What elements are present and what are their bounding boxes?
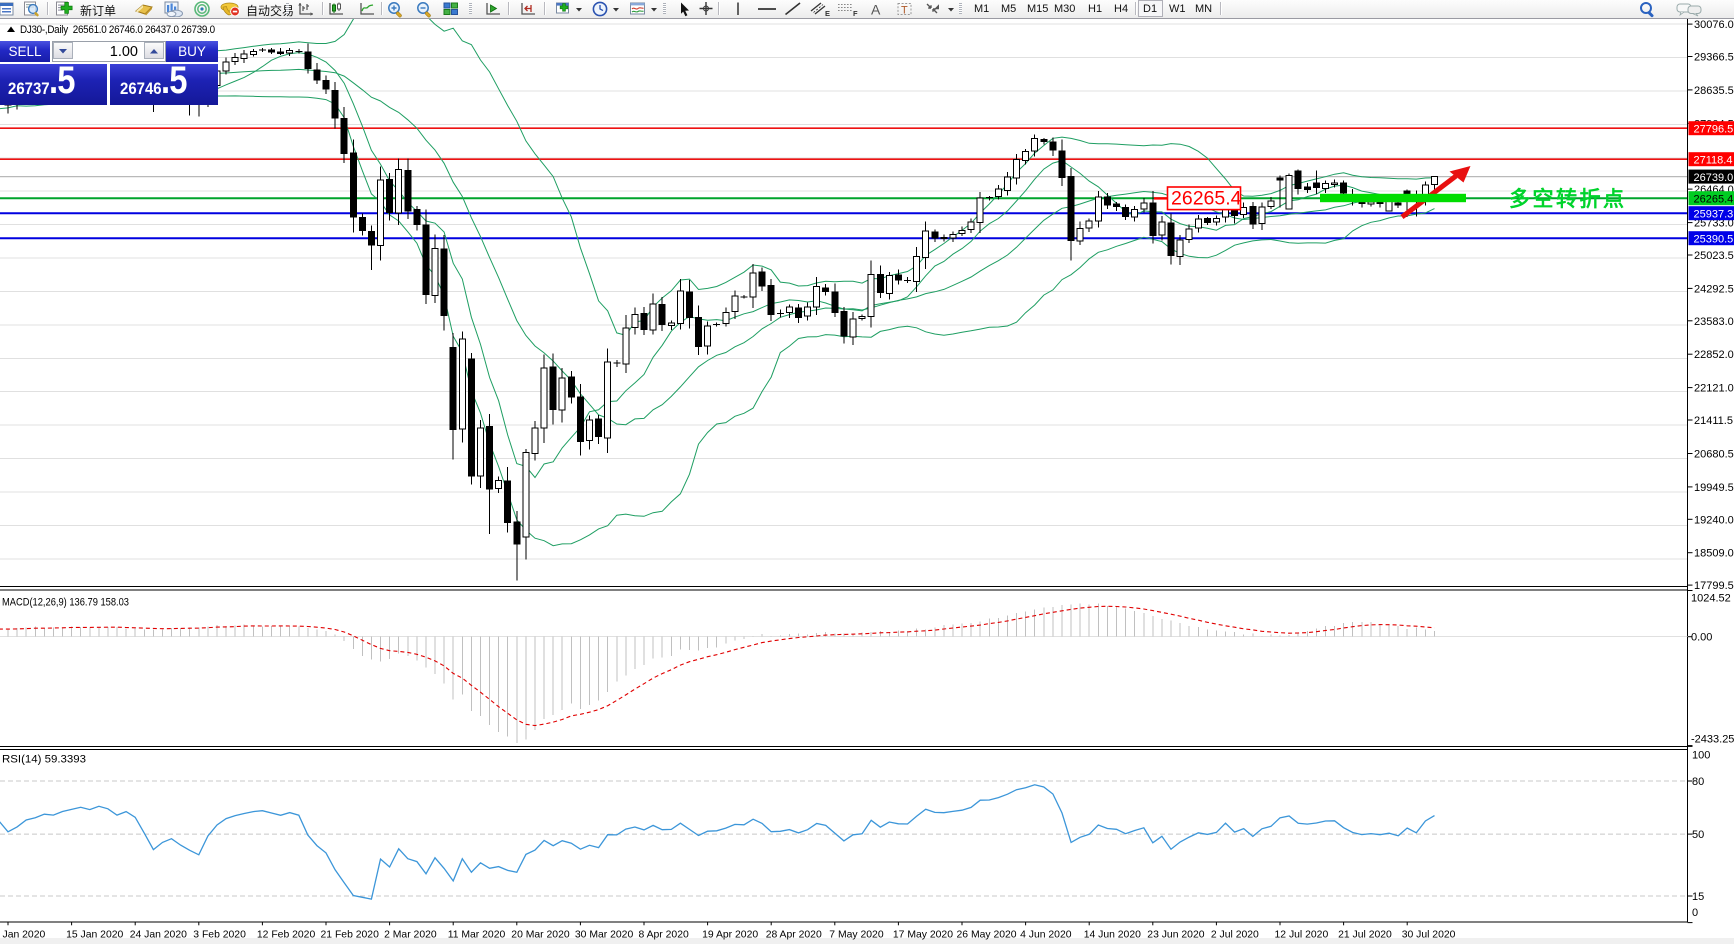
svg-text:2 Mar 2020: 2 Mar 2020 bbox=[384, 930, 437, 941]
svg-text:4 Jun 2020: 4 Jun 2020 bbox=[1020, 930, 1072, 941]
svg-text:19949.5: 19949.5 bbox=[1694, 482, 1734, 494]
svg-text:25023.5: 25023.5 bbox=[1694, 250, 1734, 262]
svg-text:-2433.25: -2433.25 bbox=[1691, 734, 1734, 746]
svg-text:12 Jul 2020: 12 Jul 2020 bbox=[1275, 930, 1329, 941]
svg-text:8 Apr 2020: 8 Apr 2020 bbox=[639, 930, 689, 941]
svg-text:MACD(12,26,9) 136.79 158.03: MACD(12,26,9) 136.79 158.03 bbox=[2, 597, 129, 609]
svg-text:26 May 2020: 26 May 2020 bbox=[957, 930, 1017, 941]
svg-text:E: E bbox=[825, 9, 830, 18]
svg-text:1024.52: 1024.52 bbox=[1691, 593, 1731, 605]
svg-text:30 Mar 2020: 30 Mar 2020 bbox=[575, 930, 634, 941]
svg-text:15: 15 bbox=[1692, 891, 1704, 903]
svg-text:7 May 2020: 7 May 2020 bbox=[829, 930, 884, 941]
svg-text:F: F bbox=[853, 9, 858, 18]
svg-text:100: 100 bbox=[1692, 749, 1710, 761]
svg-text:3 Feb 2020: 3 Feb 2020 bbox=[193, 930, 246, 941]
svg-text:11 Mar 2020: 11 Mar 2020 bbox=[448, 930, 506, 941]
svg-text:28 Apr 2020: 28 Apr 2020 bbox=[766, 930, 822, 941]
svg-text:26739.0: 26739.0 bbox=[1694, 172, 1734, 184]
svg-text:30076.0: 30076.0 bbox=[1694, 19, 1734, 31]
svg-text:20 Mar 2020: 20 Mar 2020 bbox=[511, 930, 570, 941]
svg-text:50: 50 bbox=[1692, 829, 1704, 841]
svg-text:30 Jul 2020: 30 Jul 2020 bbox=[1402, 930, 1456, 941]
svg-text:25390.5: 25390.5 bbox=[1694, 233, 1734, 245]
svg-text:17799.5: 17799.5 bbox=[1694, 580, 1734, 592]
svg-text:21 Jul 2020: 21 Jul 2020 bbox=[1338, 930, 1392, 941]
svg-text:多空转折点: 多空转折点 bbox=[1509, 187, 1627, 211]
svg-text:26265.4: 26265.4 bbox=[1694, 193, 1734, 205]
svg-text:22121.0: 22121.0 bbox=[1694, 383, 1734, 395]
svg-text:21 Feb 2020: 21 Feb 2020 bbox=[321, 930, 380, 941]
svg-text:2 Jul 2020: 2 Jul 2020 bbox=[1211, 930, 1259, 941]
svg-text:24 Jan 2020: 24 Jan 2020 bbox=[130, 930, 187, 941]
svg-text:RSI(14) 59.3393: RSI(14) 59.3393 bbox=[2, 754, 86, 766]
svg-text:Jan 2020: Jan 2020 bbox=[3, 930, 46, 941]
svg-text:A: A bbox=[871, 2, 881, 18]
svg-text:23583.0: 23583.0 bbox=[1694, 316, 1734, 328]
svg-text:19 Apr 2020: 19 Apr 2020 bbox=[702, 930, 758, 941]
svg-text:21411.5: 21411.5 bbox=[1694, 415, 1733, 427]
svg-text:23 Jun 2020: 23 Jun 2020 bbox=[1147, 930, 1204, 941]
svg-text:28635.5: 28635.5 bbox=[1694, 85, 1734, 97]
svg-text:18509.0: 18509.0 bbox=[1694, 548, 1734, 560]
svg-text:29366.5: 29366.5 bbox=[1694, 52, 1734, 64]
svg-text:0: 0 bbox=[1692, 907, 1698, 919]
svg-text:17 May 2020: 17 May 2020 bbox=[893, 930, 953, 941]
svg-text:T: T bbox=[901, 5, 908, 17]
svg-text:80: 80 bbox=[1692, 776, 1704, 788]
svg-text:20680.5: 20680.5 bbox=[1694, 449, 1734, 461]
svg-text:19240.0: 19240.0 bbox=[1694, 514, 1734, 526]
svg-text:0.00: 0.00 bbox=[1691, 632, 1712, 644]
svg-text:27118.4: 27118.4 bbox=[1694, 154, 1733, 166]
svg-text:24292.5: 24292.5 bbox=[1694, 283, 1734, 295]
svg-text:27796.5: 27796.5 bbox=[1694, 123, 1734, 135]
svg-text:25733.0: 25733.0 bbox=[1694, 218, 1734, 230]
svg-text:15 Jan 2020: 15 Jan 2020 bbox=[66, 930, 123, 941]
svg-text:12 Feb 2020: 12 Feb 2020 bbox=[257, 930, 316, 941]
svg-text:25937.3: 25937.3 bbox=[1694, 208, 1734, 220]
svg-text:22852.0: 22852.0 bbox=[1694, 349, 1734, 361]
svg-text:14 Jun 2020: 14 Jun 2020 bbox=[1084, 930, 1141, 941]
svg-text:26265.4: 26265.4 bbox=[1171, 188, 1242, 210]
